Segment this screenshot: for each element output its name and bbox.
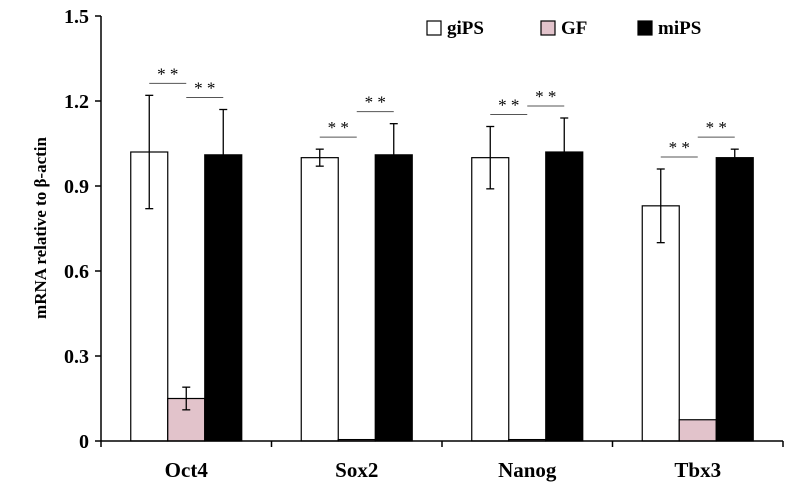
bar-giPS-Nanog [471,157,510,442]
legend: giPS GF miPS [426,18,701,39]
significance-label: * * [706,118,727,137]
axes: 0 0.3 0.6 0.9 1.2 1.5 Oct4 Sox2 Nanog Tbx3 [64,6,784,482]
significance-label: * * [535,87,556,106]
y-tick-label: 0.9 [64,176,89,198]
significance-label: * * [194,79,215,98]
significance-label: * * [365,93,386,112]
bar-miPS-Nanog [545,151,584,442]
significance-markers: * * * * * * * * * * * * * * * * [149,64,735,158]
bar-miPS-Tbx3 [715,157,754,442]
bar-GF-Tbx3 [678,419,717,442]
legend-label-miPS: miPS [658,18,701,39]
bars [130,151,754,442]
x-category-label: Nanog [498,458,557,482]
y-tick-label: 1.2 [64,91,89,113]
legend-swatch-GF [540,20,556,36]
significance-label: * * [669,138,690,157]
legend-label-giPS: giPS [447,18,484,39]
significance-label: * * [157,64,178,83]
legend-swatch-miPS [637,20,653,36]
bar-miPS-Sox2 [374,154,413,442]
significance-label: * * [328,118,349,137]
y-tick-label: 1.5 [64,6,89,28]
bar-giPS-Sox2 [300,157,339,442]
y-tick-label: 0.3 [64,346,89,368]
y-tick-label: 0.6 [64,261,89,283]
legend-swatch-giPS [426,20,442,36]
legend-label-GF: GF [561,18,587,39]
y-tick-label: 0 [79,431,89,453]
significance-label: * * [498,96,519,115]
y-axis-title: mRNA relative to β-actin [31,137,50,319]
error-bars [145,94,739,411]
x-category-label: Tbx3 [674,458,721,482]
x-category-label: Sox2 [335,458,378,482]
x-category-label: Oct4 [165,458,209,482]
